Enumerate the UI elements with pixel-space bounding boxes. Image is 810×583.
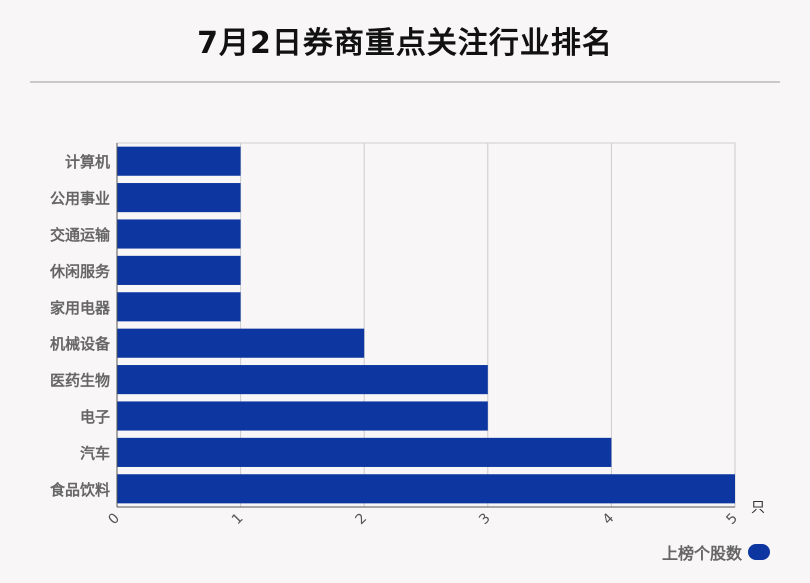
bar	[117, 183, 241, 213]
chart-title: 7月2日券商重点关注行业排名	[197, 26, 613, 61]
category-label: 电子	[80, 408, 110, 426]
legend: 上榜个股数	[662, 540, 770, 564]
bar	[117, 146, 241, 176]
title-divider	[30, 81, 780, 83]
category-label: 交通运输	[50, 226, 111, 244]
category-label: 食品饮料	[50, 481, 110, 499]
x-tick-label: 3	[476, 510, 494, 528]
bar	[117, 255, 241, 285]
bar	[117, 474, 735, 504]
x-tick-label: 2	[353, 510, 371, 528]
legend-label: 上榜个股数	[661, 544, 742, 563]
category-label: 医药生物	[50, 372, 110, 390]
bar	[117, 292, 241, 322]
category-label: 计算机	[65, 153, 110, 171]
category-label: 家用电器	[50, 299, 111, 317]
category-label: 休闲服务	[49, 262, 111, 280]
legend-swatch	[748, 544, 770, 560]
x-tick-label: 1	[229, 510, 247, 528]
bar	[117, 219, 241, 249]
x-tick-label: 5	[723, 510, 741, 528]
category-label: 公用事业	[50, 190, 110, 208]
x-tick-label: 0	[105, 510, 123, 528]
x-axis-unit: 只	[751, 500, 765, 516]
bar	[117, 401, 488, 431]
category-label: 汽车	[80, 444, 110, 462]
x-tick-label: 4	[600, 510, 618, 528]
bar	[117, 328, 365, 358]
bar	[117, 437, 612, 467]
bar	[117, 365, 488, 395]
category-label: 机械设备	[50, 335, 111, 353]
